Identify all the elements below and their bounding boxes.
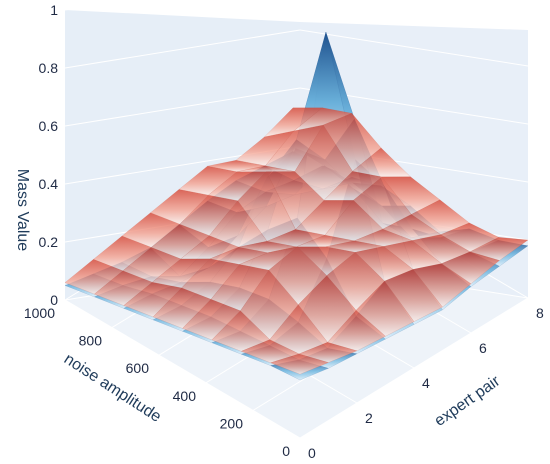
z-axis-title: Mass Value [14,169,31,252]
x-axis-ticks: 0 2 4 6 8 [308,305,544,461]
z-tick-label: 0 [50,292,58,308]
z-axis-ticks: 0 0.2 0.4 0.6 0.8 1 [39,2,59,308]
z-tick-label: 0.8 [39,60,59,76]
y-axis-ticks: 0 200 400 600 800 1000 [24,305,290,459]
gridline-z [64,87,301,127]
surfaces [64,31,529,381]
gridline-z [474,0,529,9]
gridline-z [64,0,130,11]
surface-facet [352,147,412,178]
x-tick-label: 2 [365,410,373,426]
x-tick-label: 8 [536,305,544,321]
y-tick-label: 0 [282,443,290,459]
surface-facet [263,107,324,138]
surface-facet [440,222,500,253]
z-tick-label: 1 [50,2,58,18]
gridline-z [64,29,301,69]
x-tick-label: 0 [308,445,316,461]
surface-red [64,107,529,375]
y-tick-label: 800 [79,333,103,349]
gridline-x [64,299,301,439]
y-tick-label: 400 [173,388,197,404]
x-tick-label: 6 [479,340,487,356]
surface-facet [469,237,529,261]
z-tick-label: 0.2 [39,234,59,250]
gridline-z [299,29,529,67]
x-axis-title: expert pair [432,372,504,430]
z-tick-label: 0.6 [39,118,59,134]
z-tick-label: 0.4 [39,176,59,192]
y-tick-label: 1000 [24,305,55,321]
gridline-y [299,297,529,439]
y-tick-label: 600 [126,360,150,376]
y-tick-label: 200 [220,415,244,431]
x-tick-label: 4 [422,375,430,391]
